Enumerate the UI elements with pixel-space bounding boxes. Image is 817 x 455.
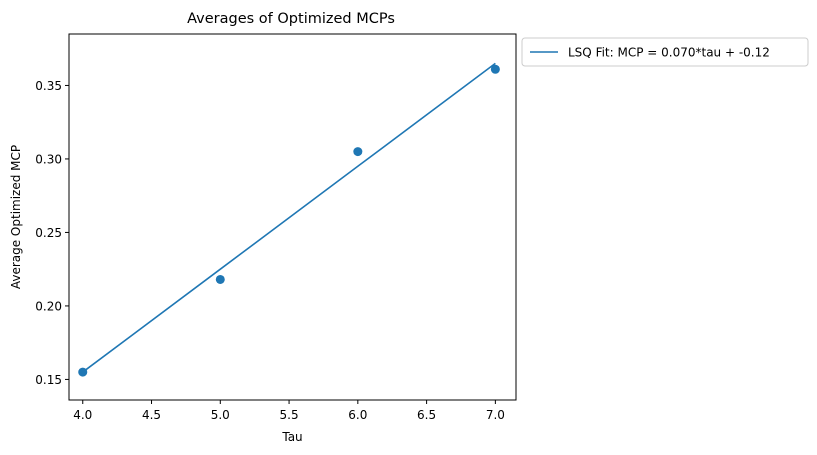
plot-area (68, 33, 517, 401)
legend: LSQ Fit: MCP = 0.070*tau + -0.12 (521, 37, 809, 67)
data-point (78, 367, 88, 377)
y-tick-label: 0.20 (35, 299, 62, 313)
y-tick-label: 0.15 (35, 373, 62, 387)
scatter-points (78, 64, 500, 377)
x-tick-label: 4.0 (73, 408, 92, 422)
x-tick-label: 6.0 (348, 408, 367, 422)
x-tick-label: 5.5 (280, 408, 299, 422)
x-axis-title: Tau (281, 430, 302, 444)
x-tick-label: 4.5 (142, 408, 161, 422)
legend-box (521, 37, 809, 67)
chart-title: Averages of Optimized MCPs (187, 11, 395, 27)
plot-frame (68, 33, 517, 401)
x-axis: 4.0 4.5 5.0 5.5 6.0 6.5 7.0 (73, 400, 505, 422)
y-axis-title: Average Optimized MCP (9, 145, 23, 289)
legend-label: LSQ Fit: MCP = 0.070*tau + -0.12 (568, 46, 770, 60)
data-point (215, 274, 225, 284)
data-point (353, 147, 363, 157)
fit-line (82, 62, 496, 373)
y-tick-label: 0.35 (35, 79, 62, 93)
x-tick-label: 7.0 (486, 408, 505, 422)
y-axis: 0.15 0.20 0.25 0.30 0.35 (35, 79, 69, 387)
x-tick-label: 6.5 (417, 408, 436, 422)
y-tick-label: 0.25 (35, 226, 62, 240)
x-tick-label: 5.0 (211, 408, 230, 422)
y-tick-label: 0.30 (35, 152, 62, 166)
data-point (490, 64, 500, 74)
